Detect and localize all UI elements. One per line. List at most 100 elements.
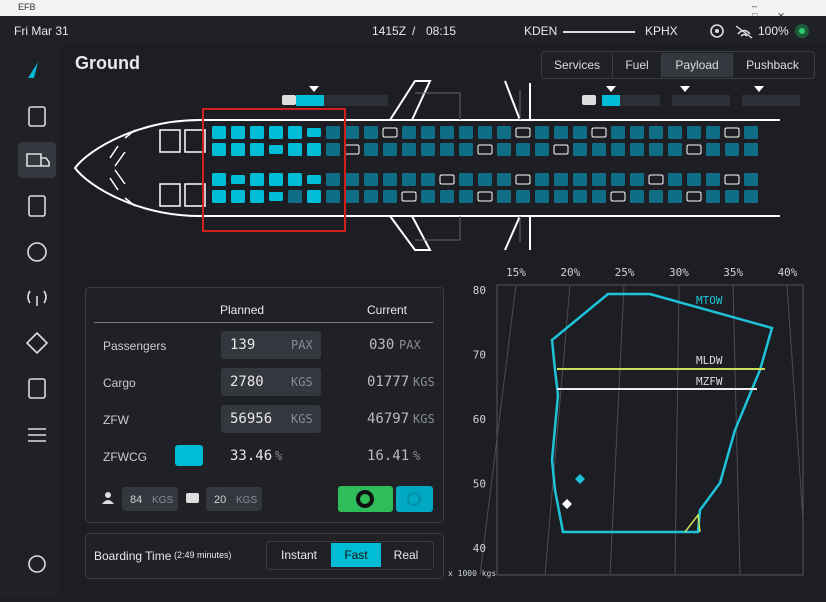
row-label: Cargo (103, 376, 136, 390)
seat (439, 174, 455, 185)
seat (553, 144, 569, 155)
seat (591, 127, 607, 138)
current-unit: KGS (413, 375, 435, 389)
planned-value: 2780 (230, 374, 264, 390)
ground-icon[interactable] (26, 153, 50, 167)
seat (345, 173, 359, 186)
seat (401, 191, 417, 202)
seat (459, 143, 473, 156)
seat (250, 173, 264, 186)
connection-icon (795, 24, 809, 38)
seat (326, 190, 340, 203)
tab[interactable]: Services (542, 53, 613, 77)
seat (383, 143, 397, 156)
column-header: Planned (220, 303, 265, 317)
seat (573, 173, 587, 186)
seat (307, 190, 321, 203)
unit-label: x 1000 kgs (448, 569, 496, 578)
limit-label: MLDW (696, 354, 723, 367)
seat (269, 192, 283, 201)
seat (592, 143, 606, 156)
y-label: 70 (473, 349, 486, 362)
seat-map (73, 80, 800, 251)
planned-value: 56956 (230, 411, 273, 427)
seat (459, 126, 473, 139)
checklist2-icon[interactable] (28, 378, 46, 399)
settings-icon[interactable] (28, 555, 46, 573)
column-header: Current (367, 303, 408, 317)
limit-label: MTOW (696, 294, 723, 307)
tab[interactable]: Fuel (613, 53, 662, 77)
settings-sliders-icon[interactable] (28, 428, 46, 442)
seat (269, 173, 283, 186)
seat (421, 190, 435, 203)
boarding-duration: (2:49 minutes) (174, 550, 232, 560)
seat (364, 143, 378, 156)
seat (364, 126, 378, 139)
seat (477, 191, 493, 202)
seat (630, 143, 644, 156)
seat (515, 127, 531, 138)
pax-weight-unit: KGS (152, 495, 173, 506)
compass-icon[interactable] (27, 242, 47, 262)
boarding-option[interactable]: Fast (331, 543, 381, 567)
seat (744, 173, 758, 186)
extras-row: 84 KGS 20 KGS (102, 486, 433, 512)
board-button[interactable] (338, 486, 393, 512)
seat (440, 126, 454, 139)
seat (687, 126, 701, 139)
current-unit: KGS (413, 412, 435, 426)
seat (497, 143, 511, 156)
boarding-option[interactable]: Instant (280, 548, 318, 562)
seat (288, 126, 302, 139)
boarding-option[interactable]: Real (393, 548, 419, 562)
window-title: EFB (18, 2, 36, 12)
radio-icon[interactable] (27, 290, 47, 306)
window-titlebar: EFB –□✕ (0, 0, 826, 21)
x-label: 15% (506, 266, 526, 279)
current-value: 46797 (367, 411, 410, 427)
planned-unit: KGS (291, 375, 313, 389)
tab[interactable]: Pushback (746, 58, 799, 72)
seat (668, 126, 682, 139)
planned-field (221, 368, 321, 396)
seat (706, 173, 720, 186)
seat (459, 173, 473, 186)
row-label: Passengers (103, 339, 167, 353)
seat (744, 143, 758, 156)
seat (212, 190, 226, 203)
seat (288, 190, 302, 203)
chart-frame (496, 284, 804, 576)
seat (706, 190, 720, 203)
current-value: 16.41 (367, 448, 410, 464)
sidebar-icons (18, 62, 56, 573)
planned-field (221, 331, 321, 359)
active-icon-bg[interactable] (18, 142, 56, 178)
checklist-icon[interactable] (28, 106, 46, 127)
seat (668, 190, 682, 203)
seat (402, 126, 416, 139)
tab[interactable]: Payload (662, 53, 733, 77)
seat (497, 126, 511, 139)
seat (250, 190, 264, 203)
seat (706, 126, 720, 139)
planned-unit: % (275, 449, 283, 463)
bag-weight-unit: KGS (236, 495, 257, 506)
pax-weight: 84 (130, 494, 142, 506)
calculator-icon[interactable] (28, 195, 46, 217)
cg-toggle[interactable] (175, 445, 203, 466)
boarding-label: Boarding Time (94, 549, 172, 563)
seat (725, 190, 739, 203)
seat (478, 126, 492, 139)
stop-button[interactable] (396, 486, 433, 512)
seat (630, 126, 644, 139)
warning-icon[interactable] (25, 331, 49, 355)
seat (744, 190, 758, 203)
origin: KDEN (524, 24, 558, 38)
seat (288, 143, 302, 156)
seat (611, 173, 625, 186)
seat (231, 126, 245, 139)
seat (307, 143, 321, 156)
highlight-box (202, 108, 346, 232)
sidebar (0, 44, 60, 597)
